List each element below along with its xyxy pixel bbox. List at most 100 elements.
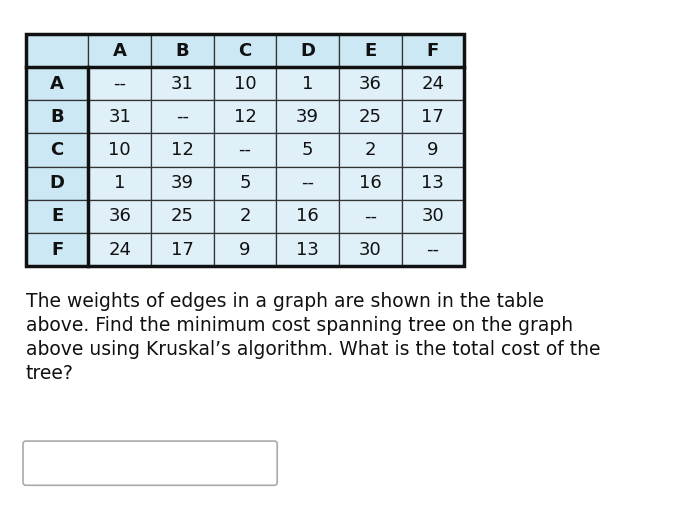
Bar xyxy=(276,233,339,266)
Text: 31: 31 xyxy=(171,75,194,92)
FancyBboxPatch shape xyxy=(23,441,277,485)
Text: 2: 2 xyxy=(239,207,251,225)
Text: B: B xyxy=(50,108,64,126)
Bar xyxy=(88,67,151,100)
Bar xyxy=(339,133,402,167)
Text: --: -- xyxy=(364,207,377,225)
Text: 25: 25 xyxy=(358,108,382,126)
Text: 12: 12 xyxy=(234,108,256,126)
Text: 36: 36 xyxy=(108,207,131,225)
Bar xyxy=(402,233,464,266)
Text: 30: 30 xyxy=(359,241,382,259)
Bar xyxy=(214,100,276,133)
Text: above. Find the minimum cost spanning tree on the graph: above. Find the minimum cost spanning tr… xyxy=(26,316,573,335)
Bar xyxy=(339,233,402,266)
Bar xyxy=(402,133,464,167)
Bar xyxy=(26,133,88,167)
Text: D: D xyxy=(300,41,315,60)
Bar xyxy=(339,200,402,233)
Text: 2: 2 xyxy=(365,141,376,159)
Text: above using Kruskal’s algorithm. What is the total cost of the: above using Kruskal’s algorithm. What is… xyxy=(26,340,601,359)
Text: 12: 12 xyxy=(171,141,194,159)
Bar xyxy=(339,100,402,133)
Text: 17: 17 xyxy=(421,108,444,126)
Bar xyxy=(214,233,276,266)
Text: --: -- xyxy=(113,75,126,92)
Bar xyxy=(88,100,151,133)
Text: A: A xyxy=(50,75,64,92)
Text: 9: 9 xyxy=(427,141,439,159)
Bar xyxy=(276,34,339,67)
Bar xyxy=(214,34,276,67)
Text: 1: 1 xyxy=(114,174,125,192)
Bar xyxy=(151,67,214,100)
Text: F: F xyxy=(51,241,63,259)
Bar xyxy=(88,34,151,67)
Bar xyxy=(26,34,464,266)
Text: F: F xyxy=(427,41,439,60)
Bar xyxy=(26,67,88,100)
Text: C: C xyxy=(50,141,64,159)
Bar xyxy=(339,167,402,200)
Text: C: C xyxy=(239,41,251,60)
Bar xyxy=(88,167,151,200)
Bar xyxy=(151,133,214,167)
Text: 5: 5 xyxy=(239,174,251,192)
Text: 10: 10 xyxy=(108,141,131,159)
Bar xyxy=(26,233,88,266)
Text: D: D xyxy=(50,174,64,192)
Text: 17: 17 xyxy=(171,241,194,259)
Bar xyxy=(339,34,402,67)
Text: The weights of edges in a graph are shown in the table: The weights of edges in a graph are show… xyxy=(26,292,544,311)
Text: tree?: tree? xyxy=(26,364,74,383)
Text: 10: 10 xyxy=(234,75,256,92)
Text: B: B xyxy=(176,41,189,60)
Bar xyxy=(151,233,214,266)
Bar xyxy=(402,67,464,100)
Text: --: -- xyxy=(176,108,189,126)
Text: --: -- xyxy=(239,141,251,159)
Bar xyxy=(402,167,464,200)
Text: 31: 31 xyxy=(108,108,131,126)
Text: --: -- xyxy=(426,241,440,259)
Text: 5: 5 xyxy=(302,141,314,159)
Text: E: E xyxy=(51,207,63,225)
Bar xyxy=(88,200,151,233)
Bar xyxy=(214,200,276,233)
Bar xyxy=(276,100,339,133)
Bar xyxy=(214,67,276,100)
Bar xyxy=(151,100,214,133)
Bar xyxy=(88,133,151,167)
Text: 16: 16 xyxy=(296,207,319,225)
Bar xyxy=(276,167,339,200)
Bar xyxy=(276,133,339,167)
Bar xyxy=(339,67,402,100)
Bar xyxy=(151,34,214,67)
Bar xyxy=(26,200,88,233)
Bar xyxy=(26,167,88,200)
Bar xyxy=(26,34,88,67)
Text: 39: 39 xyxy=(171,174,194,192)
Bar xyxy=(151,200,214,233)
Text: 13: 13 xyxy=(296,241,319,259)
Text: --: -- xyxy=(301,174,314,192)
Text: 24: 24 xyxy=(421,75,444,92)
Text: 9: 9 xyxy=(239,241,251,259)
Bar xyxy=(276,67,339,100)
Bar xyxy=(402,34,464,67)
Text: 39: 39 xyxy=(296,108,319,126)
Bar xyxy=(214,133,276,167)
Text: 24: 24 xyxy=(108,241,131,259)
Text: A: A xyxy=(113,41,127,60)
Text: 36: 36 xyxy=(359,75,382,92)
Bar xyxy=(151,167,214,200)
Bar xyxy=(276,200,339,233)
Bar xyxy=(214,167,276,200)
Text: E: E xyxy=(364,41,377,60)
Bar xyxy=(88,233,151,266)
Text: 13: 13 xyxy=(421,174,444,192)
Text: 25: 25 xyxy=(171,207,194,225)
Text: 16: 16 xyxy=(359,174,382,192)
Text: 30: 30 xyxy=(421,207,444,225)
Bar xyxy=(402,200,464,233)
